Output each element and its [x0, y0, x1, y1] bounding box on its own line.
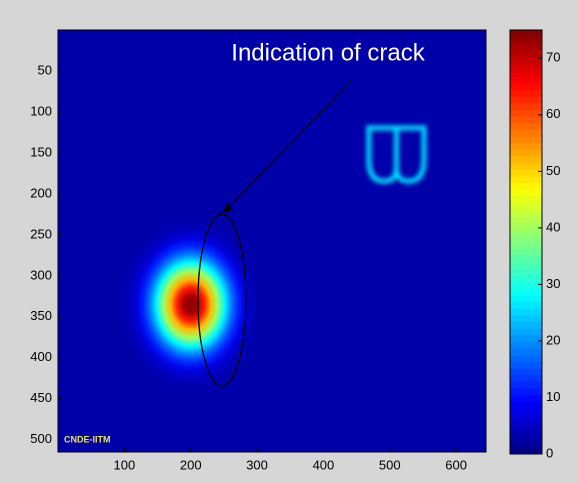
colorbar-step: [510, 143, 542, 150]
colorbar-step: [510, 196, 542, 203]
colorbar-step: [510, 129, 542, 136]
colorbar-step: [510, 421, 542, 428]
colorbar-step: [510, 182, 542, 189]
watermark: CNDE-IITM: [64, 434, 111, 444]
colorbar-step: [510, 202, 542, 209]
colorbar-step: [510, 229, 542, 236]
colorbar-step: [510, 288, 542, 295]
colorbar-step: [510, 43, 542, 50]
y-tick-label: 450: [30, 390, 52, 405]
colorbar-step: [510, 149, 542, 156]
x-tick-label: 100: [114, 457, 136, 472]
colorbar-step: [510, 50, 542, 57]
colorbar-step: [510, 30, 542, 37]
colorbar-step: [510, 163, 542, 170]
y-tick-label: 400: [30, 349, 52, 364]
colorbar-step: [510, 242, 542, 249]
x-tick-label: 300: [246, 457, 268, 472]
colorbar-step: [510, 209, 542, 216]
colorbar-step: [510, 216, 542, 223]
colorbar-tick-label: 30: [546, 276, 560, 291]
colorbar-step: [510, 302, 542, 309]
colorbar-step: [510, 282, 542, 289]
y-tick-label: 50: [38, 62, 52, 77]
colorbar-step: [510, 83, 542, 90]
y-tick-label: 150: [30, 144, 52, 159]
colorbar-step: [510, 103, 542, 110]
colorbar-step: [510, 57, 542, 64]
annotation: Indication of crack: [231, 39, 425, 66]
figure: 1002003004005006005010015020025030035040…: [0, 0, 578, 483]
y-tick-label: 250: [30, 226, 52, 241]
colorbar-step: [510, 262, 542, 269]
colorbar-step: [510, 235, 542, 242]
colorbar-step: [510, 90, 542, 97]
y-tick-label: 100: [30, 103, 52, 118]
plot-area: [58, 30, 486, 452]
colorbar-step: [510, 414, 542, 421]
colorbar-step: [510, 222, 542, 229]
colorbar-step: [510, 275, 542, 282]
colorbar-step: [510, 116, 542, 123]
colorbar-step: [510, 368, 542, 375]
colorbar-step: [510, 136, 542, 143]
colorbar-step: [510, 249, 542, 256]
colorbar-step: [510, 315, 542, 322]
colorbar-step: [510, 110, 542, 117]
colorbar-step: [510, 361, 542, 368]
colorbar-step: [510, 169, 542, 176]
y-tick-label: 500: [30, 431, 52, 446]
colorbar-step: [510, 335, 542, 342]
colorbar-step: [510, 255, 542, 262]
colorbar-step: [510, 401, 542, 408]
colorbar-step: [510, 96, 542, 103]
colorbar-step: [510, 37, 542, 44]
colorbar-step: [510, 388, 542, 395]
colorbar-step: [510, 355, 542, 362]
colorbar-step: [510, 375, 542, 382]
colorbar-tick-label: 0: [546, 445, 553, 460]
colorbar-step: [510, 63, 542, 70]
colorbar-step: [510, 428, 542, 435]
colorbar-tick-label: 60: [546, 106, 560, 121]
colorbar-step: [510, 322, 542, 329]
x-tick-label: 200: [180, 457, 202, 472]
colorbar-tick-label: 20: [546, 332, 560, 347]
colorbar-step: [510, 189, 542, 196]
hotspot: [109, 204, 272, 405]
colorbar-step: [510, 348, 542, 355]
colorbar-step: [510, 156, 542, 163]
colorbar-step: [510, 441, 542, 448]
colorbar-step: [510, 76, 542, 83]
colorbar-tick-label: 70: [546, 50, 560, 65]
colorbar-step: [510, 70, 542, 77]
colorbar-step: [510, 434, 542, 441]
y-tick-label: 300: [30, 267, 52, 282]
colorbar-step: [510, 381, 542, 388]
x-tick-label: 600: [445, 457, 467, 472]
colorbar-tick-label: 50: [546, 163, 560, 178]
colorbar: 0 10 20 30 40 50 60 70: [510, 30, 560, 460]
y-tick-label: 350: [30, 308, 52, 323]
x-tick-label: 500: [379, 457, 401, 472]
colorbar-step: [510, 447, 542, 454]
colorbar-tick-label: 40: [546, 219, 560, 234]
colorbar-step: [510, 123, 542, 130]
colorbar-step: [510, 269, 542, 276]
colorbar-step: [510, 408, 542, 415]
colorbar-tick-label: 10: [546, 389, 560, 404]
colorbar-step: [510, 394, 542, 401]
heatmap-background: [58, 30, 486, 452]
colorbar-step: [510, 328, 542, 335]
colorbar-step: [510, 308, 542, 315]
colorbar-step: [510, 295, 542, 302]
colorbar-step: [510, 176, 542, 183]
y-tick-label: 200: [30, 185, 52, 200]
colorbar-step: [510, 341, 542, 348]
x-tick-label: 400: [313, 457, 335, 472]
